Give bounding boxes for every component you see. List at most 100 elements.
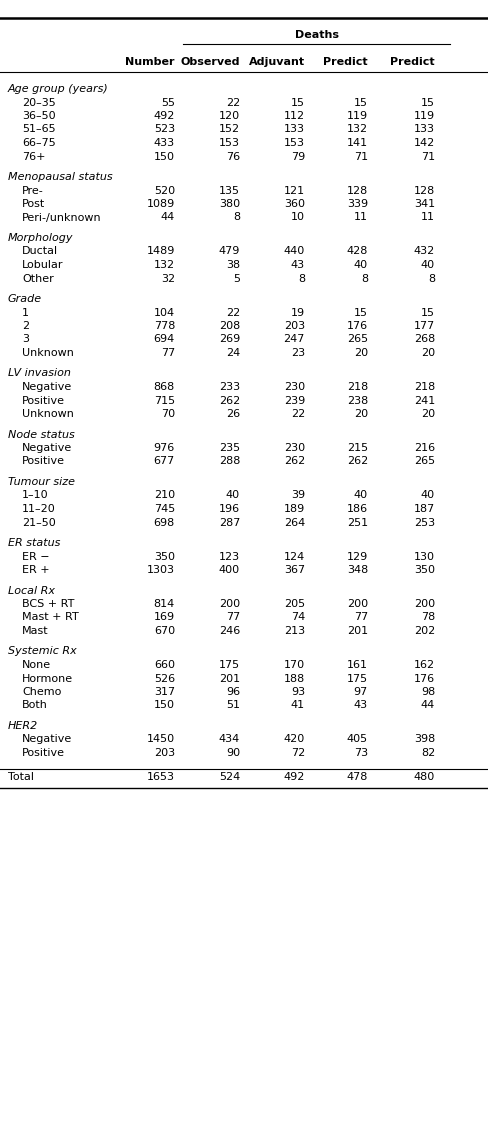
Text: 150: 150	[154, 701, 175, 711]
Text: 215: 215	[347, 443, 368, 453]
Text: 205: 205	[284, 599, 305, 609]
Text: 440: 440	[284, 247, 305, 257]
Text: 339: 339	[347, 199, 368, 209]
Text: 26: 26	[226, 409, 240, 419]
Text: 287: 287	[219, 517, 240, 528]
Text: Morphology: Morphology	[8, 233, 74, 243]
Text: 38: 38	[226, 260, 240, 271]
Text: 317: 317	[154, 687, 175, 697]
Text: 119: 119	[414, 111, 435, 121]
Text: 24: 24	[226, 348, 240, 358]
Text: 40: 40	[354, 490, 368, 500]
Text: LV invasion: LV invasion	[8, 369, 71, 378]
Text: 479: 479	[219, 247, 240, 257]
Text: 3: 3	[22, 334, 29, 344]
Text: Hormone: Hormone	[22, 674, 73, 684]
Text: 201: 201	[347, 626, 368, 636]
Text: 175: 175	[347, 674, 368, 684]
Text: Menopausal status: Menopausal status	[8, 172, 113, 182]
Text: 169: 169	[154, 612, 175, 623]
Text: 201: 201	[219, 674, 240, 684]
Text: 868: 868	[154, 381, 175, 392]
Text: 432: 432	[414, 247, 435, 257]
Text: 350: 350	[414, 565, 435, 575]
Text: 360: 360	[284, 199, 305, 209]
Text: 8: 8	[361, 274, 368, 283]
Text: Number: Number	[125, 57, 175, 67]
Text: 93: 93	[291, 687, 305, 697]
Text: 814: 814	[154, 599, 175, 609]
Text: 1450: 1450	[147, 735, 175, 745]
Text: Negative: Negative	[22, 735, 72, 745]
Text: Pre-: Pre-	[22, 186, 44, 196]
Text: 8: 8	[428, 274, 435, 283]
Text: 210: 210	[154, 490, 175, 500]
Text: Mast: Mast	[22, 626, 49, 636]
Text: 76+: 76+	[22, 152, 45, 162]
Text: 677: 677	[154, 456, 175, 466]
Text: 153: 153	[284, 138, 305, 148]
Text: 77: 77	[354, 612, 368, 623]
Text: 1303: 1303	[147, 565, 175, 575]
Text: 44: 44	[161, 213, 175, 223]
Text: 132: 132	[154, 260, 175, 271]
Text: 44: 44	[421, 701, 435, 711]
Text: 76: 76	[226, 152, 240, 162]
Text: 19: 19	[291, 308, 305, 317]
Text: 188: 188	[284, 674, 305, 684]
Text: 15: 15	[354, 97, 368, 108]
Text: 70: 70	[161, 409, 175, 419]
Text: 43: 43	[291, 260, 305, 271]
Text: 20: 20	[421, 409, 435, 419]
Text: 132: 132	[347, 125, 368, 135]
Text: 288: 288	[219, 456, 240, 466]
Text: 72: 72	[291, 748, 305, 758]
Text: Predict: Predict	[324, 57, 368, 67]
Text: 216: 216	[414, 443, 435, 453]
Text: 22: 22	[291, 409, 305, 419]
Text: BCS + RT: BCS + RT	[22, 599, 74, 609]
Text: Grade: Grade	[8, 294, 42, 305]
Text: 177: 177	[414, 321, 435, 331]
Text: Mast + RT: Mast + RT	[22, 612, 79, 623]
Text: 20: 20	[354, 409, 368, 419]
Text: 66–75: 66–75	[22, 138, 56, 148]
Text: Deaths: Deaths	[294, 31, 339, 40]
Text: 246: 246	[219, 626, 240, 636]
Text: 269: 269	[219, 334, 240, 344]
Text: 119: 119	[347, 111, 368, 121]
Text: 22: 22	[226, 308, 240, 317]
Text: 976: 976	[154, 443, 175, 453]
Text: 203: 203	[154, 748, 175, 758]
Text: 400: 400	[219, 565, 240, 575]
Text: 97: 97	[354, 687, 368, 697]
Text: 238: 238	[347, 395, 368, 405]
Text: 218: 218	[414, 381, 435, 392]
Text: Total: Total	[8, 772, 34, 782]
Text: 77: 77	[161, 348, 175, 358]
Text: 218: 218	[347, 381, 368, 392]
Text: 2: 2	[22, 321, 29, 331]
Text: 11: 11	[421, 213, 435, 223]
Text: 251: 251	[347, 517, 368, 528]
Text: None: None	[22, 660, 51, 670]
Text: 247: 247	[284, 334, 305, 344]
Text: 40: 40	[421, 260, 435, 271]
Text: 135: 135	[219, 186, 240, 196]
Text: 239: 239	[284, 395, 305, 405]
Text: 112: 112	[284, 111, 305, 121]
Text: 10: 10	[291, 213, 305, 223]
Text: 129: 129	[347, 551, 368, 561]
Text: 133: 133	[414, 125, 435, 135]
Text: 268: 268	[414, 334, 435, 344]
Text: 43: 43	[354, 701, 368, 711]
Text: 367: 367	[284, 565, 305, 575]
Text: Positive: Positive	[22, 748, 65, 758]
Text: Both: Both	[22, 701, 48, 711]
Text: 11: 11	[354, 213, 368, 223]
Text: 39: 39	[291, 490, 305, 500]
Text: 660: 660	[154, 660, 175, 670]
Text: 20: 20	[354, 348, 368, 358]
Text: 77: 77	[226, 612, 240, 623]
Text: 96: 96	[226, 687, 240, 697]
